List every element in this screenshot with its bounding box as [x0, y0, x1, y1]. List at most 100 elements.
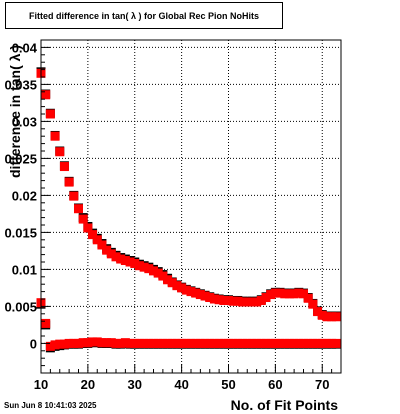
data-point: [78, 338, 88, 348]
x-tick-label: 60: [268, 377, 282, 392]
y-tick-label: 0.02: [12, 188, 37, 203]
data-point: [200, 291, 210, 301]
data-point: [74, 338, 83, 348]
data-point: [219, 295, 229, 305]
data-point: [303, 293, 313, 303]
data-point: [158, 338, 168, 348]
data-point: [102, 245, 112, 255]
data-point: [327, 312, 337, 322]
data-point: [134, 338, 144, 348]
x-tick-label: 50: [221, 377, 235, 392]
data-point: [69, 338, 79, 348]
data-point: [50, 131, 60, 141]
data-point: [331, 338, 341, 348]
data-point: [181, 285, 191, 295]
data-point: [125, 338, 135, 348]
data-point: [83, 338, 93, 348]
data-point: [111, 252, 121, 262]
data-point: [289, 289, 299, 299]
data-point: [238, 297, 248, 307]
data-point: [289, 338, 299, 348]
data-point: [275, 288, 285, 298]
data-point: [327, 338, 337, 348]
data-point: [247, 338, 257, 348]
data-point: [313, 307, 323, 317]
data-point: [308, 338, 318, 348]
data-point: [116, 338, 126, 348]
y-tick-label: 0.04: [12, 40, 38, 55]
data-point: [139, 338, 149, 348]
data-point: [261, 293, 271, 303]
data-point: [163, 275, 173, 285]
data-point: [116, 254, 126, 264]
data-point: [97, 338, 107, 348]
data-point: [322, 312, 332, 322]
data-point: [88, 230, 98, 240]
data-point: [284, 338, 294, 348]
data-point: [195, 290, 205, 300]
x-tick-label: 40: [174, 377, 188, 392]
data-point: [177, 338, 187, 348]
data-point: [120, 256, 130, 266]
data-point: [181, 338, 191, 348]
data-point: [200, 338, 210, 348]
data-point: [266, 290, 276, 300]
data-point: [247, 297, 257, 307]
data-point: [69, 191, 79, 201]
data-point: [322, 338, 332, 348]
data-point: [252, 297, 262, 307]
data-point: [299, 289, 308, 299]
data-point: [74, 204, 83, 214]
data-point: [41, 90, 51, 100]
data-point: [45, 341, 55, 351]
data-marks: [36, 67, 341, 353]
data-point: [270, 338, 280, 348]
timestamp: Sun Jun 8 10:41:03 2025: [4, 401, 97, 410]
data-point: [92, 235, 102, 245]
data-point: [149, 266, 158, 276]
x-tick-label: 30: [128, 377, 142, 392]
data-point: [92, 337, 102, 347]
data-point: [284, 289, 294, 299]
data-point: [177, 283, 187, 293]
axis-ticks: [40, 46, 333, 374]
data-point: [172, 338, 182, 348]
data-point: [331, 312, 341, 322]
data-point: [224, 295, 233, 305]
data-point: [209, 294, 219, 304]
x-tick-label: 20: [81, 377, 95, 392]
data-point: [41, 318, 51, 328]
data-point: [280, 289, 290, 299]
data-point: [205, 293, 215, 303]
data-point: [134, 261, 144, 271]
data-point: [238, 338, 248, 348]
data-point: [153, 338, 163, 348]
data-point: [228, 296, 238, 306]
data-point: [55, 339, 65, 349]
data-point: [144, 338, 154, 348]
data-point: [163, 338, 173, 348]
data-point: [45, 109, 55, 119]
data-point: [294, 338, 304, 348]
grid-lines: [41, 40, 341, 373]
x-tick-label: 10: [34, 377, 48, 392]
data-point: [317, 310, 327, 320]
data-point: [106, 338, 116, 348]
data-point: [167, 338, 177, 348]
data-point: [120, 338, 130, 348]
data-point: [294, 288, 304, 298]
y-tick-label: 0.035: [4, 77, 37, 92]
data-point: [158, 271, 168, 281]
data-point: [130, 338, 140, 348]
data-point: [167, 278, 177, 288]
y-tick-label: 0.01: [12, 262, 37, 277]
data-point: [266, 338, 276, 348]
data-point: [144, 264, 154, 274]
data-point: [270, 288, 280, 298]
data-point: [102, 338, 112, 348]
data-point: [106, 249, 116, 259]
data-point: [256, 295, 266, 305]
data-point: [125, 257, 135, 267]
data-point: [209, 338, 219, 348]
